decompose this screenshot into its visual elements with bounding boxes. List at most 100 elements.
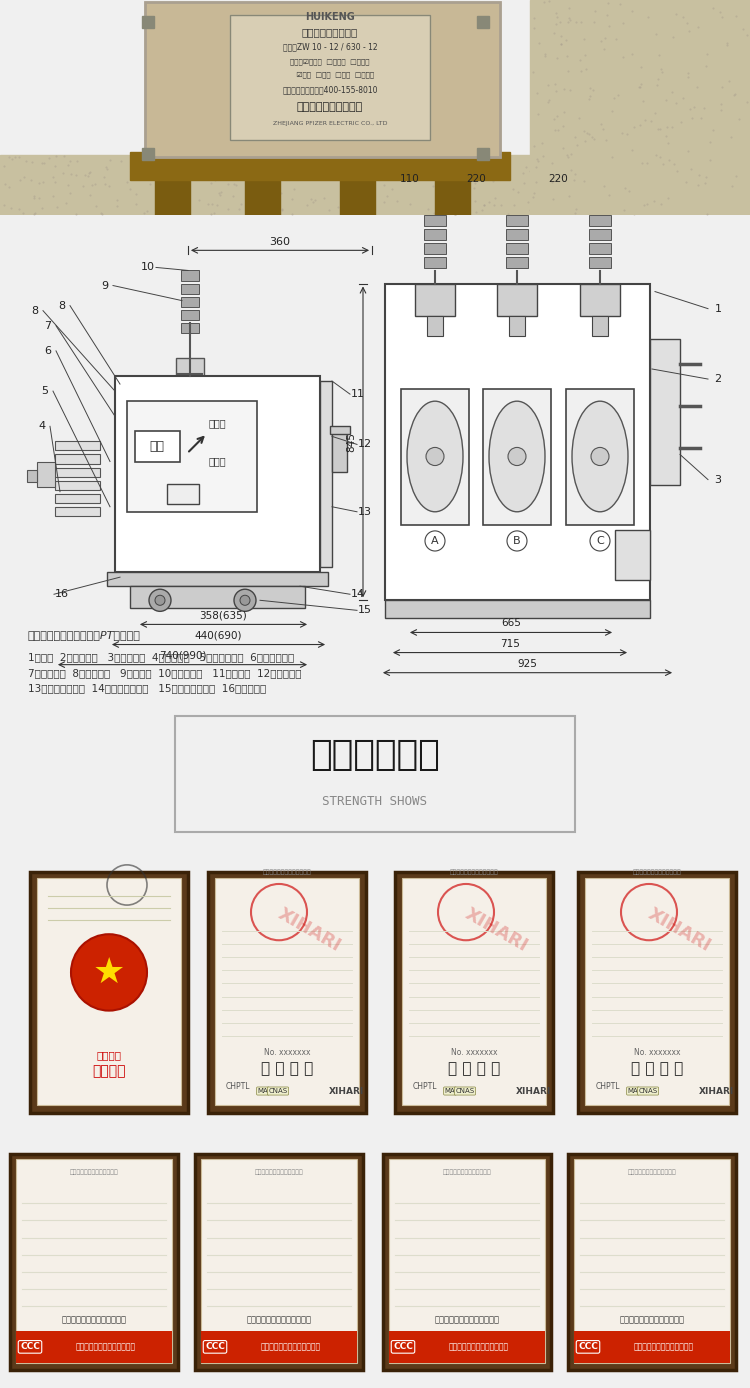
Text: 5: 5 <box>41 386 49 396</box>
Text: MA: MA <box>258 1088 268 1094</box>
Text: 10: 10 <box>141 262 155 272</box>
Text: 7: 7 <box>44 321 52 330</box>
Text: 358(635): 358(635) <box>200 611 248 620</box>
Bar <box>215 879 359 1105</box>
Bar <box>208 872 366 1113</box>
Bar <box>245 178 280 215</box>
Bar <box>195 1155 363 1370</box>
Bar <box>332 432 347 472</box>
Text: ★: ★ <box>93 955 125 990</box>
Circle shape <box>425 530 445 551</box>
Text: 845: 845 <box>346 432 356 452</box>
Bar <box>389 1159 545 1363</box>
Text: 公司实力展示: 公司实力展示 <box>310 738 440 772</box>
Bar <box>167 483 199 504</box>
Circle shape <box>234 590 256 611</box>
Text: 220: 220 <box>548 174 568 185</box>
Bar <box>509 315 525 336</box>
Text: CHPTL: CHPTL <box>596 1083 620 1091</box>
Bar <box>176 358 204 376</box>
Bar <box>402 879 546 1105</box>
Text: 型号：ZW 10 - 12 / 630 - 12: 型号：ZW 10 - 12 / 630 - 12 <box>283 43 377 51</box>
Text: No. xxxxxxx: No. xxxxxxx <box>451 1048 497 1058</box>
Bar <box>477 17 489 28</box>
Text: CHPTL: CHPTL <box>226 1083 251 1091</box>
Text: MA: MA <box>445 1088 455 1094</box>
Bar <box>389 1331 545 1363</box>
Bar <box>415 283 455 315</box>
Text: 715: 715 <box>500 638 520 648</box>
Bar <box>506 215 528 226</box>
Text: 440(690): 440(690) <box>195 630 242 640</box>
Bar <box>340 178 375 215</box>
Text: XIHARI: XIHARI <box>328 1087 364 1095</box>
Bar <box>585 879 729 1105</box>
Bar <box>181 323 199 333</box>
Bar <box>55 480 100 490</box>
Bar <box>506 201 528 212</box>
Text: 中国国家强制性产品认证证书: 中国国家强制性产品认证证书 <box>70 1170 118 1176</box>
Text: 360: 360 <box>269 237 290 247</box>
Bar <box>320 382 332 568</box>
Text: HUIKENG: HUIKENG <box>305 12 355 22</box>
Text: 未储能: 未储能 <box>209 457 226 466</box>
Text: 14: 14 <box>351 590 365 600</box>
Bar <box>395 872 553 1113</box>
Text: 1、箱体  2、产品铭牌   3、操作机构  4、接线端子   5、绝缘导电杆  6、电流互感器: 1、箱体 2、产品铭牌 3、操作机构 4、接线端子 5、绝缘导电杆 6、电流互感… <box>28 652 294 662</box>
Text: 6: 6 <box>44 346 52 355</box>
Bar <box>230 15 430 140</box>
Text: 中国国家强制性产品认证证书: 中国国家强制性产品认证证书 <box>442 1170 491 1176</box>
Bar <box>142 17 154 28</box>
Bar <box>574 1159 730 1363</box>
Text: CNAS: CNAS <box>638 1088 658 1094</box>
Bar <box>0 155 750 215</box>
Bar <box>27 469 37 482</box>
Text: 中国国家强制性产品认证证书: 中国国家强制性产品认证证书 <box>62 1316 127 1324</box>
Text: 11: 11 <box>351 389 365 400</box>
Bar <box>37 879 181 1105</box>
Text: 2: 2 <box>715 373 722 384</box>
Bar <box>477 149 489 160</box>
Text: No. xxxxxxx: No. xxxxxxx <box>264 1048 310 1058</box>
Ellipse shape <box>407 401 463 512</box>
Bar <box>589 215 611 226</box>
Text: ☑手动  □电动  □隔离  □控制器: ☑手动 □电动 □隔离 □控制器 <box>286 72 374 78</box>
Text: 7、分合指针  8、储能指针   9、绝缘筒  10、接线端子   11、后盖板  12、储能摇柄: 7、分合指针 8、储能指针 9、绝缘筒 10、接线端子 11、后盖板 12、储能… <box>28 668 302 677</box>
Bar <box>30 872 188 1113</box>
Circle shape <box>591 447 609 465</box>
Text: 全国统一服务热线：400-155-8010: 全国统一服务热线：400-155-8010 <box>282 86 378 94</box>
Bar <box>330 426 350 434</box>
Bar <box>181 283 199 294</box>
Bar <box>55 507 100 516</box>
Bar <box>10 1155 178 1370</box>
Bar <box>615 530 650 580</box>
Circle shape <box>155 595 165 605</box>
Bar <box>424 201 446 212</box>
Text: 220: 220 <box>466 174 486 185</box>
Text: CCC: CCC <box>578 1342 598 1352</box>
Text: B: B <box>513 536 520 545</box>
Bar <box>497 283 537 315</box>
Text: 中国国家强制性产品认证证书: 中国国家强制性产品认证证书 <box>261 1342 321 1352</box>
Text: 9: 9 <box>101 280 109 290</box>
Text: 中国国家强制性产品认证证书: 中国国家强制性产品认证证书 <box>634 1342 694 1352</box>
Ellipse shape <box>489 401 545 512</box>
Text: C: C <box>596 536 604 545</box>
Bar <box>181 271 199 280</box>
Bar <box>55 441 100 451</box>
Bar <box>145 1 500 157</box>
Bar <box>130 153 510 180</box>
Text: 110: 110 <box>400 174 420 185</box>
Bar <box>530 0 750 215</box>
Bar <box>142 149 154 160</box>
Bar <box>181 297 199 307</box>
Bar <box>580 283 620 315</box>
Bar <box>589 243 611 254</box>
Text: MA: MA <box>628 1088 638 1094</box>
Bar <box>130 586 305 608</box>
Text: 12: 12 <box>358 440 372 450</box>
Bar <box>578 872 736 1113</box>
Text: 3: 3 <box>715 475 722 484</box>
Bar <box>427 315 443 336</box>
Bar <box>424 243 446 254</box>
